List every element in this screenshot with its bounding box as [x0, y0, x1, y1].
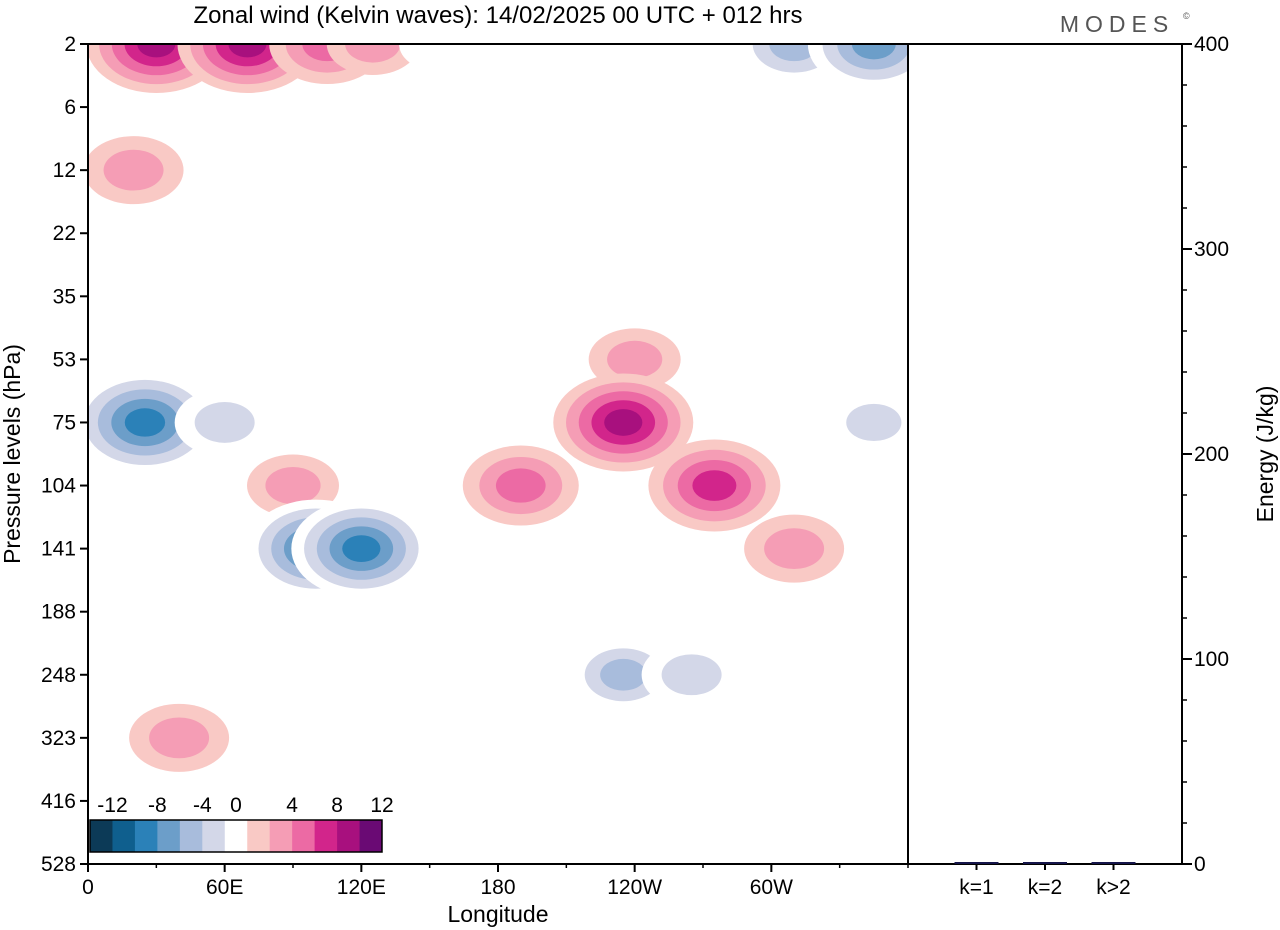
colorbar-swatch	[112, 820, 136, 852]
y-tick-label: 75	[53, 411, 76, 434]
energy-tick-label: 400	[1194, 33, 1229, 56]
wind-anomaly-contour	[846, 403, 902, 442]
x-tick-label: 120W	[607, 876, 662, 899]
wind-anomaly-contour	[600, 658, 647, 691]
wind-anomaly-contour	[149, 717, 210, 759]
wind-anomaly-contour	[124, 408, 166, 437]
wind-anomaly-contour	[345, 44, 401, 63]
wind-anomaly-contour	[769, 44, 819, 62]
energy-plot-frame	[907, 43, 1183, 865]
wind-anomaly-contour	[194, 402, 255, 443]
wind-anomaly-contour	[228, 44, 267, 58]
y-tick-label: 6	[64, 96, 76, 119]
wind-anomaly-contour	[137, 44, 176, 58]
colorbar-swatch	[157, 820, 181, 852]
wind-anomaly-contour	[103, 149, 164, 191]
colorbar-label: 12	[370, 794, 393, 817]
energy-tick-label: 200	[1194, 443, 1229, 466]
energy-axis-title: Energy (J/kg)	[1252, 386, 1278, 523]
colorbar-label: -8	[148, 794, 167, 817]
y-tick-label: 141	[41, 538, 76, 561]
y-axis-title: Pressure levels (hPa)	[0, 344, 25, 564]
colorbar-swatch	[269, 820, 293, 852]
colorbar: -12 -8 -4 0 4 8 12	[89, 794, 394, 853]
colorbar-label: -12	[97, 794, 127, 817]
wind-anomaly-contour	[342, 535, 381, 562]
y-tick-label: 104	[41, 475, 76, 498]
wind-anomaly-contour	[764, 528, 825, 570]
colorbar-swatch	[179, 820, 203, 852]
energy-bar	[1091, 862, 1136, 864]
x-tick-label: 60W	[750, 876, 793, 899]
x-tick-label: 60E	[206, 876, 243, 899]
x-tick-label: 120E	[337, 876, 386, 899]
y-tick-label: 188	[41, 601, 76, 624]
y-tick-label: 53	[53, 348, 76, 371]
y-tick-label: 416	[41, 790, 76, 813]
wind-anomaly-contour	[851, 44, 896, 60]
colorbar-label: -4	[193, 794, 212, 817]
energy-tick-label: 0	[1194, 853, 1206, 876]
y-tick-label: 528	[41, 853, 76, 876]
energy-bar	[954, 862, 999, 864]
energy-category-label: k=1	[959, 876, 993, 899]
modes-logo: MODES	[1060, 11, 1174, 37]
colorbar-label: 8	[331, 794, 343, 817]
colorbar-swatch	[224, 820, 248, 852]
wind-anomaly-contour	[661, 654, 722, 696]
y-axis: 2 6 12 22 35 53 75 104 141 188 248 323 416 528	[41, 33, 88, 876]
x-axis-title: Longitude	[447, 901, 548, 927]
logo-copyright-mark: ©	[1183, 11, 1190, 21]
colorbar-label: 0	[230, 794, 242, 817]
colorbar-swatch	[134, 820, 158, 852]
wind-anomaly-contour	[607, 340, 663, 378]
y-tick-label: 22	[53, 222, 76, 245]
wind-anomaly-contour	[495, 468, 546, 503]
colorbar-swatch	[337, 820, 360, 852]
energy-bar	[1023, 862, 1067, 864]
wind-anomaly-contour	[604, 409, 643, 436]
colorbar-swatch	[292, 820, 316, 852]
x-tick-label: 0	[82, 876, 94, 899]
y-tick-label: 248	[41, 664, 76, 687]
x-axis: 0 60E 120E 180 120W 60W	[82, 864, 909, 899]
colorbar-swatch	[202, 820, 226, 852]
wind-anomaly-contour	[265, 466, 321, 505]
energy-tick-label: 300	[1194, 238, 1229, 261]
y-tick-label: 12	[53, 159, 76, 182]
chart-title: Zonal wind (Kelvin waves): 14/02/2025 00…	[194, 2, 803, 29]
colorbar-swatch	[359, 820, 383, 852]
wind-anomaly-contour	[399, 44, 484, 72]
colorbar-swatch	[247, 820, 271, 852]
energy-category-label: k>2	[1096, 876, 1130, 899]
wind-anomaly-contour	[692, 470, 737, 501]
energy-axis: 0 100 200 300 400	[1182, 33, 1229, 876]
energy-tick-label: 100	[1194, 648, 1229, 671]
energy-category-label: k=2	[1028, 876, 1062, 899]
colorbar-swatch	[90, 820, 113, 852]
y-tick-label: 35	[53, 285, 76, 308]
y-tick-label: 2	[64, 33, 76, 56]
hovmoller-heatmap	[88, 44, 908, 772]
colorbar-frame	[89, 819, 383, 853]
energy-bars: k=1 k=2 k>2	[954, 862, 1136, 899]
colorbar-label: 4	[286, 794, 298, 817]
colorbar-swatch	[314, 820, 338, 852]
y-tick-label: 323	[41, 727, 76, 750]
x-tick-label: 180	[480, 876, 515, 899]
